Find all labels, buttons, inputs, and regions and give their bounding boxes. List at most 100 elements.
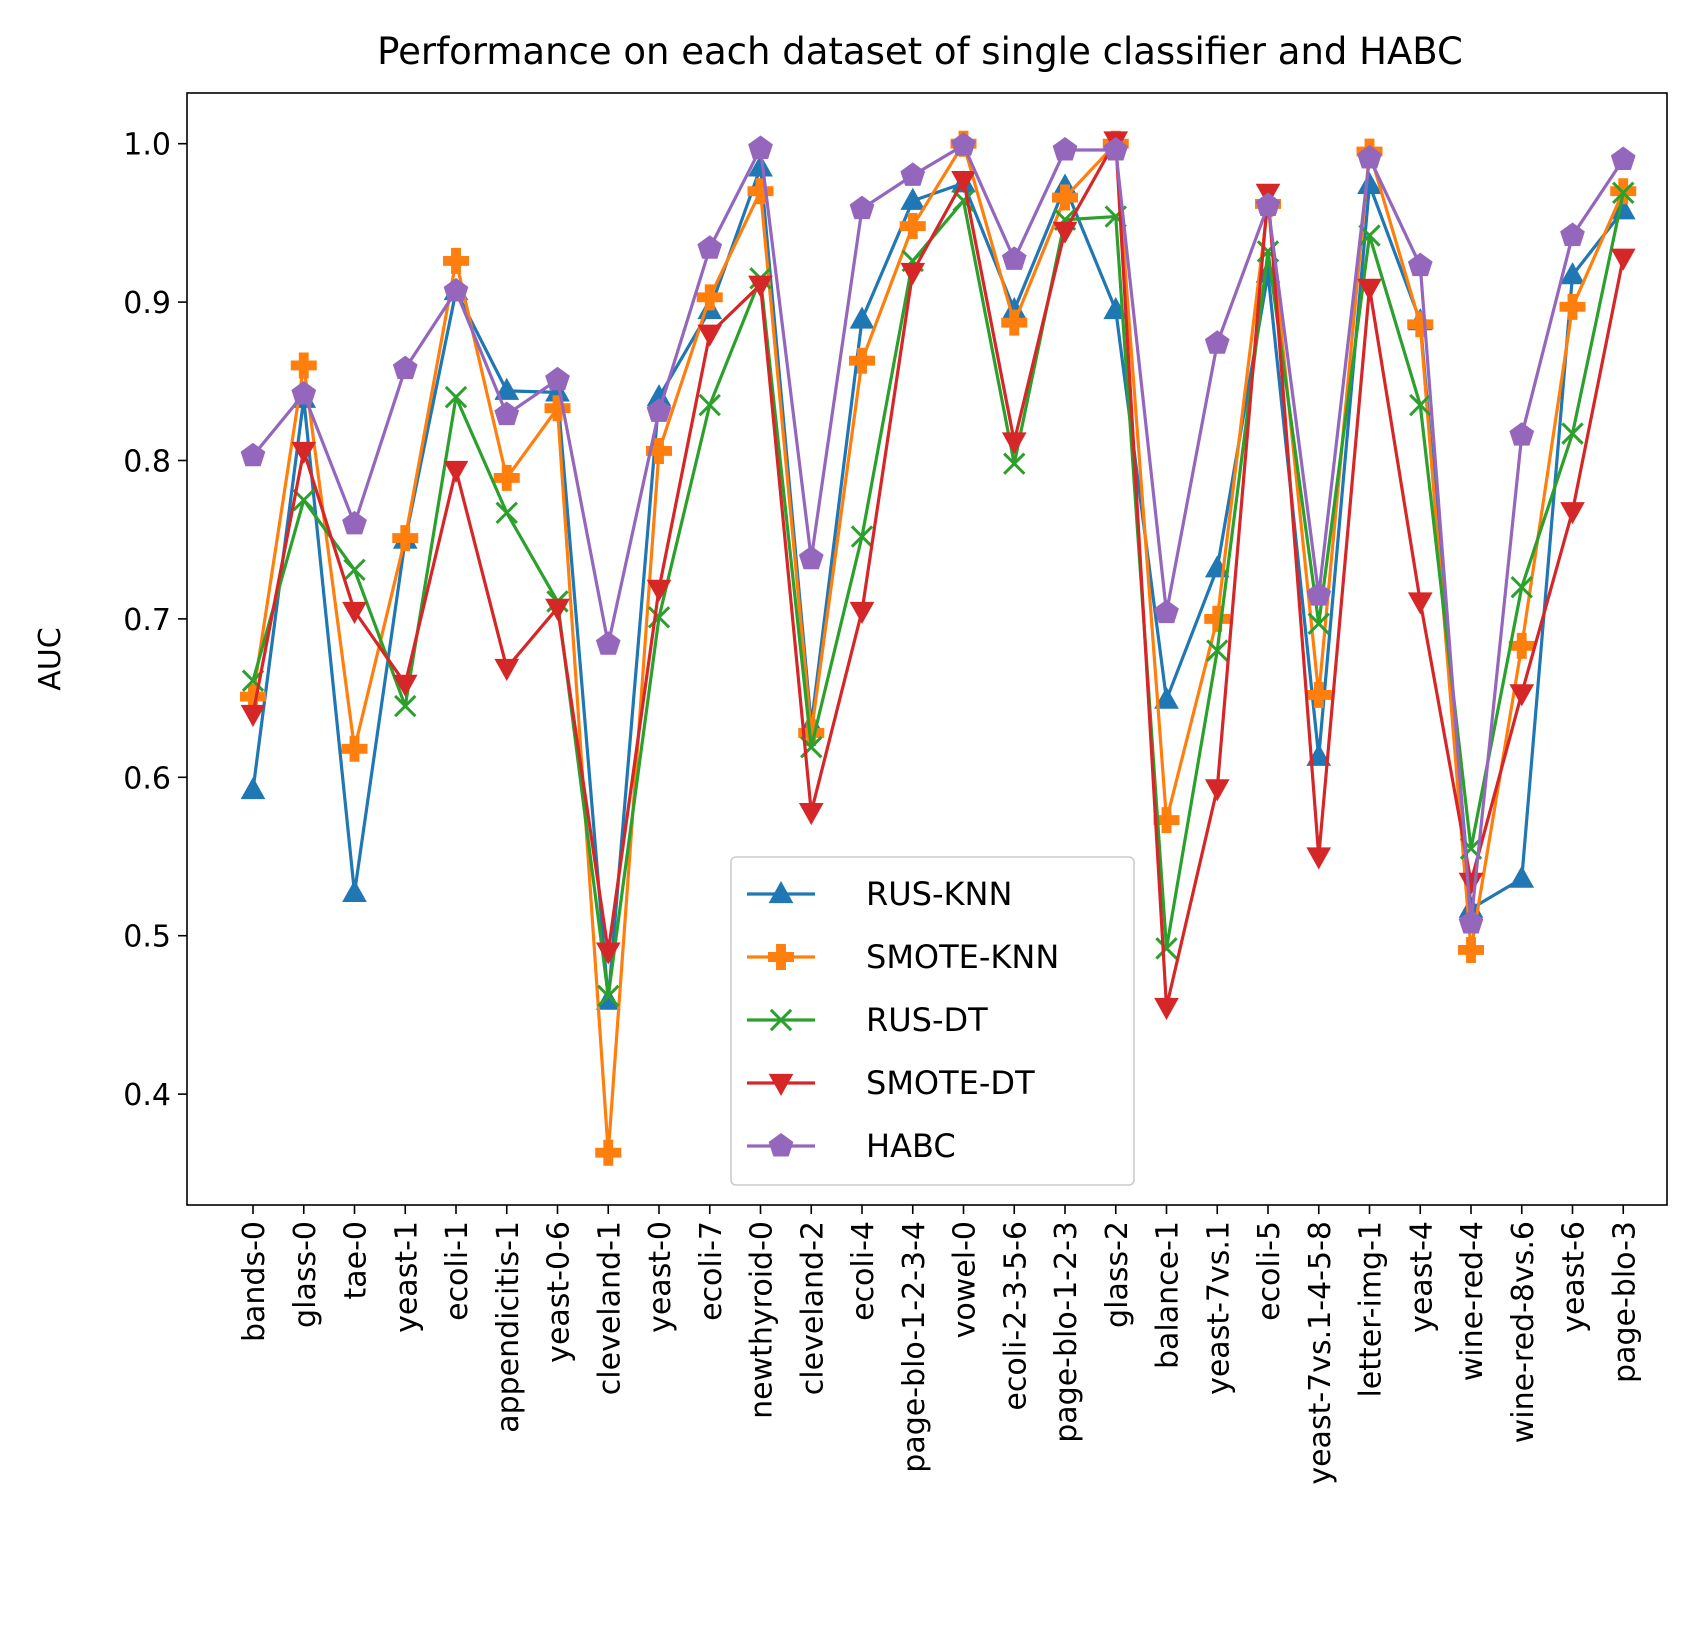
legend-item-smote-dt: SMOTE-DT — [747, 1064, 1035, 1102]
data-point — [1204, 779, 1230, 802]
legend-item-rus-dt: RUS-DT — [747, 1001, 988, 1039]
data-point — [392, 525, 419, 552]
data-point — [1204, 605, 1231, 632]
data-point — [1509, 422, 1535, 446]
data-point — [1206, 639, 1229, 662]
data-point — [443, 460, 469, 484]
data-point — [1458, 936, 1484, 963]
data-point — [1255, 192, 1281, 216]
x-tick-label: yeast-0-6 — [542, 1221, 577, 1363]
data-point — [1154, 686, 1179, 709]
plot-frame — [186, 92, 1668, 1206]
legend-item-habc: HABC — [747, 1127, 956, 1165]
data-point — [647, 606, 671, 629]
x-tick-label: yeast-6 — [1557, 1221, 1592, 1333]
data-point — [1204, 330, 1230, 354]
y-tick-label: 0.8 — [123, 444, 171, 479]
x-tick-label: glass-0 — [288, 1221, 323, 1328]
data-point — [849, 195, 875, 220]
x-tick-label: ecoli-2-3-5-6 — [998, 1221, 1033, 1411]
data-point — [495, 501, 518, 524]
data-point — [1559, 293, 1586, 320]
data-point — [392, 674, 418, 697]
x-tick-label: yeast-1 — [389, 1221, 424, 1333]
data-point — [443, 278, 469, 302]
data-point — [342, 601, 367, 624]
y-tick-label: 0.7 — [123, 603, 171, 638]
data-point — [240, 683, 266, 710]
data-point — [1407, 252, 1433, 277]
data-point — [1154, 997, 1179, 1020]
x-tick-label: cleveland-1 — [592, 1221, 627, 1395]
x-tick-label: cleveland-2 — [795, 1221, 830, 1395]
legend-label: HABC — [866, 1127, 956, 1165]
x-tick-label: page-blo-1-2-3-4 — [897, 1221, 932, 1473]
y-tick-label: 0.6 — [123, 761, 171, 796]
data-point — [291, 380, 317, 405]
x-tick-label: ecoli-4 — [846, 1221, 881, 1321]
legend-label: RUS-DT — [866, 1001, 988, 1039]
data-point — [1307, 612, 1330, 635]
data-point — [343, 558, 366, 581]
data-point — [1357, 171, 1382, 194]
data-point — [1509, 865, 1535, 888]
x-tick-label: ecoli-5 — [1252, 1221, 1287, 1321]
data-point — [392, 355, 418, 380]
data-point — [595, 1139, 622, 1166]
legend-label: SMOTE-KNN — [866, 938, 1059, 976]
x-tick-label: wine-red-8vs.6 — [1506, 1221, 1541, 1443]
data-point — [646, 579, 672, 602]
data-point — [1154, 599, 1179, 624]
y-tick-label: 1.0 — [123, 128, 171, 163]
data-point — [240, 776, 266, 800]
x-tick-label: yeast-7vs.1-4-5-8 — [1303, 1221, 1338, 1485]
data-point — [290, 352, 317, 379]
y-tick-label: 0.9 — [123, 286, 171, 321]
data-point — [646, 398, 672, 422]
data-point — [1407, 311, 1434, 338]
legend-marker — [768, 881, 794, 904]
data-point — [291, 441, 317, 464]
chart-title: Performance on each dataset of single cl… — [377, 30, 1463, 73]
data-point — [748, 154, 773, 177]
data-point — [696, 284, 723, 311]
data-point — [951, 171, 976, 194]
data-point — [697, 324, 723, 347]
data-point — [850, 525, 874, 548]
data-point — [545, 379, 570, 402]
legend-frame — [730, 856, 1135, 1186]
data-point — [849, 306, 875, 329]
data-point — [1155, 937, 1178, 960]
series-smote-dt — [240, 131, 1636, 1020]
data-point — [1560, 262, 1585, 285]
data-point — [1052, 184, 1078, 211]
legend-marker — [769, 1008, 793, 1032]
x-tick-label: ecoli-1 — [440, 1221, 475, 1321]
x-tick-label: balance-1 — [1151, 1221, 1186, 1369]
plot-area: 0.4 0.5 0.6 0.7 0.8 0.9 1.0 bands-0 glass-0 tae-0… — [123, 128, 1642, 1485]
data-point — [1306, 582, 1332, 606]
data-point — [1103, 137, 1129, 161]
data-point — [798, 803, 824, 826]
data-point — [1305, 681, 1332, 708]
data-point — [1306, 847, 1332, 870]
data-point — [951, 132, 976, 156]
legend: RUS-KNN SMOTE-KNN RUS-DT SMOTE-DT HABC — [730, 856, 1135, 1186]
legend-marker — [768, 944, 794, 970]
data-point — [1357, 278, 1382, 301]
data-point — [595, 631, 621, 655]
x-tick-label: glass-2 — [1100, 1221, 1135, 1328]
x-tick-label: bands-0 — [237, 1221, 272, 1342]
data-point — [240, 442, 266, 467]
data-point — [494, 658, 520, 682]
series-line — [251, 142, 1625, 1155]
data-point — [1560, 502, 1585, 525]
x-tick-label: newthyroid-0 — [745, 1221, 780, 1419]
data-point — [798, 545, 824, 570]
data-point — [900, 262, 926, 285]
x-tick-label: yeast-4 — [1404, 1221, 1439, 1333]
series-line — [251, 138, 1625, 1009]
data-point — [1561, 422, 1584, 445]
